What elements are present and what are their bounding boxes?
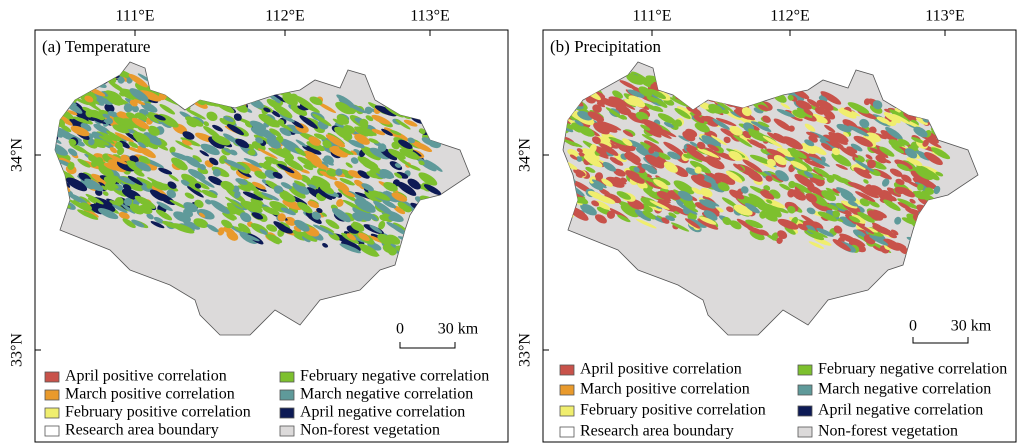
x-tick-label: 112°E (265, 8, 305, 25)
y-tick-label: 33°N (9, 333, 26, 367)
legend-swatch (798, 427, 812, 437)
legend-label: April positive correlation (580, 361, 742, 378)
legend-label: Non-forest vegetation (300, 422, 440, 439)
page: 111°E 112°E 113°E 34°N 33°N (a) Temperature 0 3… (0, 0, 1030, 443)
legend-swatch (45, 372, 59, 382)
legend-label: March positive correlation (65, 386, 235, 403)
legend-swatch (45, 390, 59, 400)
legend-swatch (560, 406, 574, 416)
x-tick-label: 111°E (116, 8, 155, 25)
legend-swatch (280, 426, 294, 436)
x-tick-label: 111°E (633, 8, 672, 25)
scale-length: 30 km (951, 318, 992, 335)
legend-label: April negative correlation (818, 402, 983, 419)
y-tick-label: 34°N (9, 138, 26, 172)
x-tick-label: 113°E (410, 8, 450, 25)
legend-label: April negative correlation (300, 404, 465, 421)
scale-length: 30 km (438, 321, 479, 338)
scale-zero: 0 (909, 318, 917, 335)
legend-swatch (45, 408, 59, 418)
legend-label: February positive correlation (580, 402, 766, 419)
legend-swatch (798, 406, 812, 416)
legend-label: April positive correlation (65, 368, 227, 385)
legend-label: Non-forest vegetation (818, 423, 958, 440)
legend-label: March negative correlation (818, 381, 991, 398)
legend-swatch (280, 408, 294, 418)
legend-swatch (45, 426, 59, 436)
legend-swatch (798, 365, 812, 375)
x-tick-label: 113°E (925, 8, 965, 25)
legend-label: March negative correlation (300, 386, 473, 403)
legend-swatch (280, 372, 294, 382)
legend-label: Research area boundary (65, 422, 219, 439)
legend-label: February negative correlation (818, 361, 1007, 378)
legend-swatch (560, 385, 574, 395)
legend-label: Research area boundary (580, 423, 734, 440)
legend-swatch (560, 427, 574, 437)
y-tick-label: 33°N (517, 333, 534, 367)
legend-swatch (798, 385, 812, 395)
legend-label: February negative correlation (300, 368, 489, 385)
panel-title: (a) Temperature (42, 37, 150, 56)
legend-label: March positive correlation (580, 381, 750, 398)
y-tick-label: 34°N (517, 138, 534, 172)
legend-swatch (280, 390, 294, 400)
legend-label: February positive correlation (65, 404, 251, 421)
legend-swatch (560, 365, 574, 375)
panel-title: (b) Precipitation (550, 37, 661, 56)
x-tick-label: 112°E (770, 8, 810, 25)
map-panel: 111°E 112°E 113°E 34°N 33°N (a) Temperature 0 3… (0, 0, 520, 443)
map-panel: 111°E 112°E 113°E 34°N 33°N (b) Precipitation… (508, 0, 1028, 443)
scale-zero: 0 (396, 321, 404, 338)
